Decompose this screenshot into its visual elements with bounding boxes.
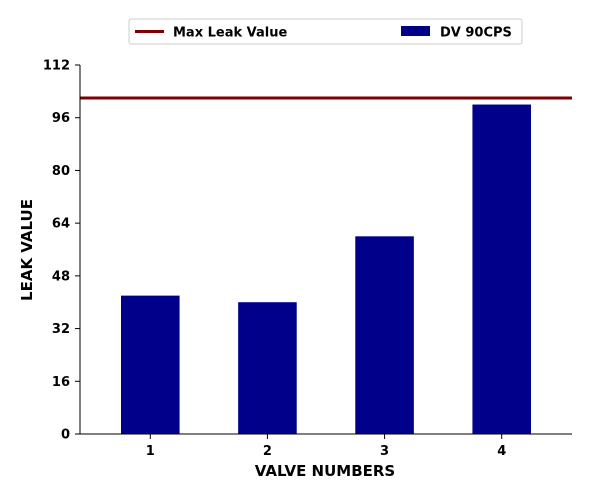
y-tick-label: 48 [52,269,70,284]
y-tick-label: 112 [43,59,70,74]
x-tick-label: 3 [380,444,389,459]
legend-frame [128,18,523,45]
legend-label-dv-90cps: DV 90CPS [440,26,512,41]
x-tick-label: 1 [146,444,155,459]
y-tick-label: 64 [52,217,70,232]
y-tick-label: 80 [52,164,70,179]
x-tick-label: 2 [263,444,272,459]
legend-label-max-leak: Max Leak Value [173,26,287,41]
bar-valve-2 [238,302,297,434]
bar-valve-3 [355,236,414,434]
bar-valve-4 [472,104,531,435]
legend: Max Leak Value DV 90CPS [128,18,523,45]
y-tick-label: 32 [52,322,70,337]
tick-layer: 0 16 32 48 64 80 96 112 1 2 3 4 [43,59,506,460]
y-axis-title: LEAK VALUE [18,199,36,301]
bars-layer [121,104,531,435]
legend-swatch-dv-90cps [401,26,430,36]
y-tick-label: 96 [52,111,70,126]
x-axis-title: VALVE NUMBERS [255,462,395,480]
y-tick-label: 16 [52,375,70,390]
x-tick-label: 4 [497,444,506,459]
y-tick-label: 0 [61,428,70,443]
bar-valve-1 [121,295,180,434]
